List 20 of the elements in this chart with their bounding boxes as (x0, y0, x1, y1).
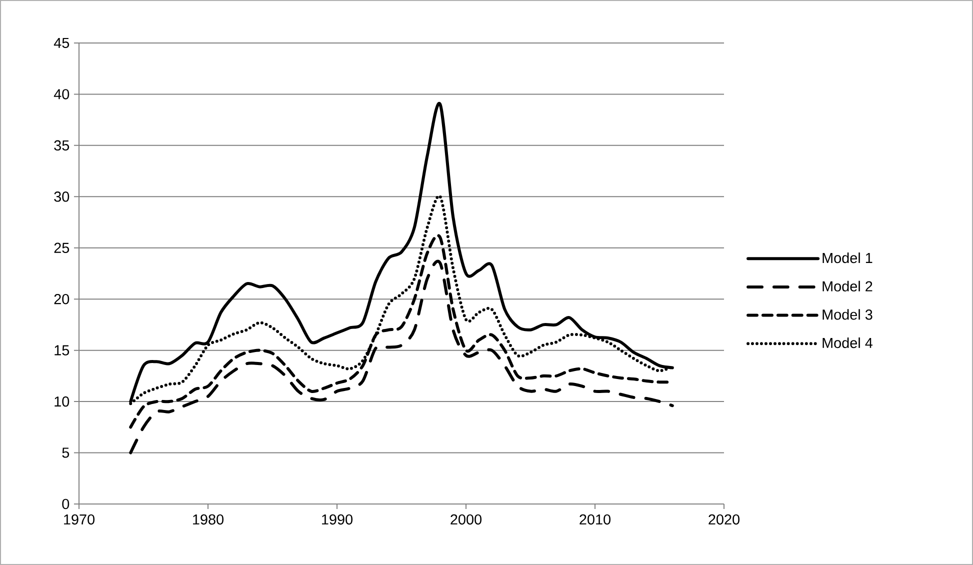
legend-label: Model 2 (822, 280, 872, 292)
x-tick-label: 1970 (64, 514, 95, 525)
y-tick-label: 15 (54, 345, 70, 356)
x-tick-label: 1990 (322, 514, 353, 525)
y-tick-label: 45 (54, 38, 70, 48)
legend-label: Model 3 (822, 309, 872, 320)
x-tick-label: 1980 (193, 514, 224, 525)
y-tick-label: 30 (54, 192, 70, 202)
x-tick-label: 2000 (450, 514, 482, 525)
x-tick-label: 2020 (708, 514, 740, 525)
y-tick-label: 0 (62, 498, 70, 510)
x-tick-label: 2010 (580, 514, 611, 525)
y-tick-label: 10 (54, 396, 70, 407)
y-tick-label: 40 (54, 89, 70, 100)
y-tick-label: 25 (54, 242, 70, 253)
legend-label: Model 4 (822, 337, 872, 348)
y-tick-label: 5 (62, 448, 70, 458)
y-tick-label: 35 (54, 140, 70, 151)
legend-label: Model 1 (822, 252, 872, 264)
y-tick-label: 20 (54, 294, 70, 304)
